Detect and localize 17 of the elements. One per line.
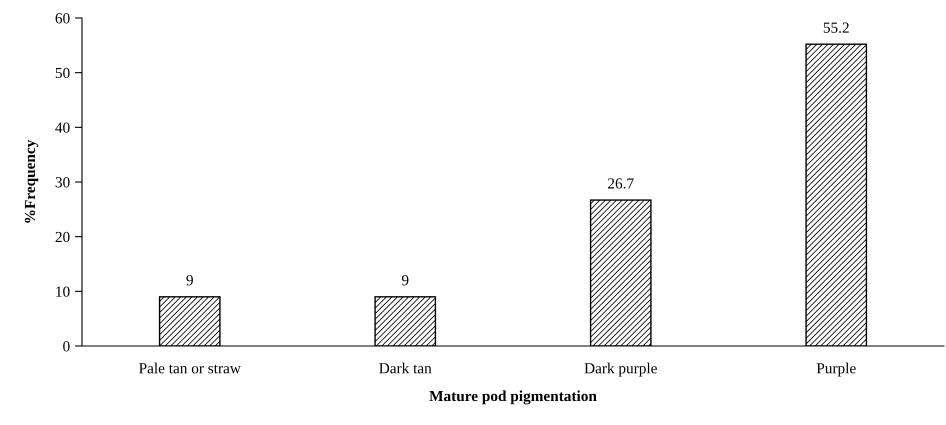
x-tick-label: Pale tan or straw	[139, 362, 241, 374]
x-tick-label: Dark tan	[379, 362, 432, 374]
y-tick-label: 10	[56, 286, 70, 297]
y-axis-title: %Frequency	[24, 140, 38, 223]
y-tick-label: 0	[63, 341, 70, 352]
y-tick-label: 40	[55, 122, 70, 133]
y-tick-label: 60	[56, 13, 70, 24]
y-tick-label: 50	[56, 68, 70, 78]
x-axis-title: Mature pod pigmentation	[429, 390, 597, 404]
x-tick-label: Purple	[816, 362, 856, 377]
y-tick-label: 20	[56, 232, 70, 242]
data-label: 55.2	[824, 22, 849, 33]
y-tick-label: 30	[56, 177, 70, 188]
x-tick-label: Dark purple	[584, 362, 657, 377]
data-label: 9	[402, 275, 408, 286]
data-label: 9	[186, 275, 193, 286]
data-label: 26.7	[608, 178, 634, 189]
